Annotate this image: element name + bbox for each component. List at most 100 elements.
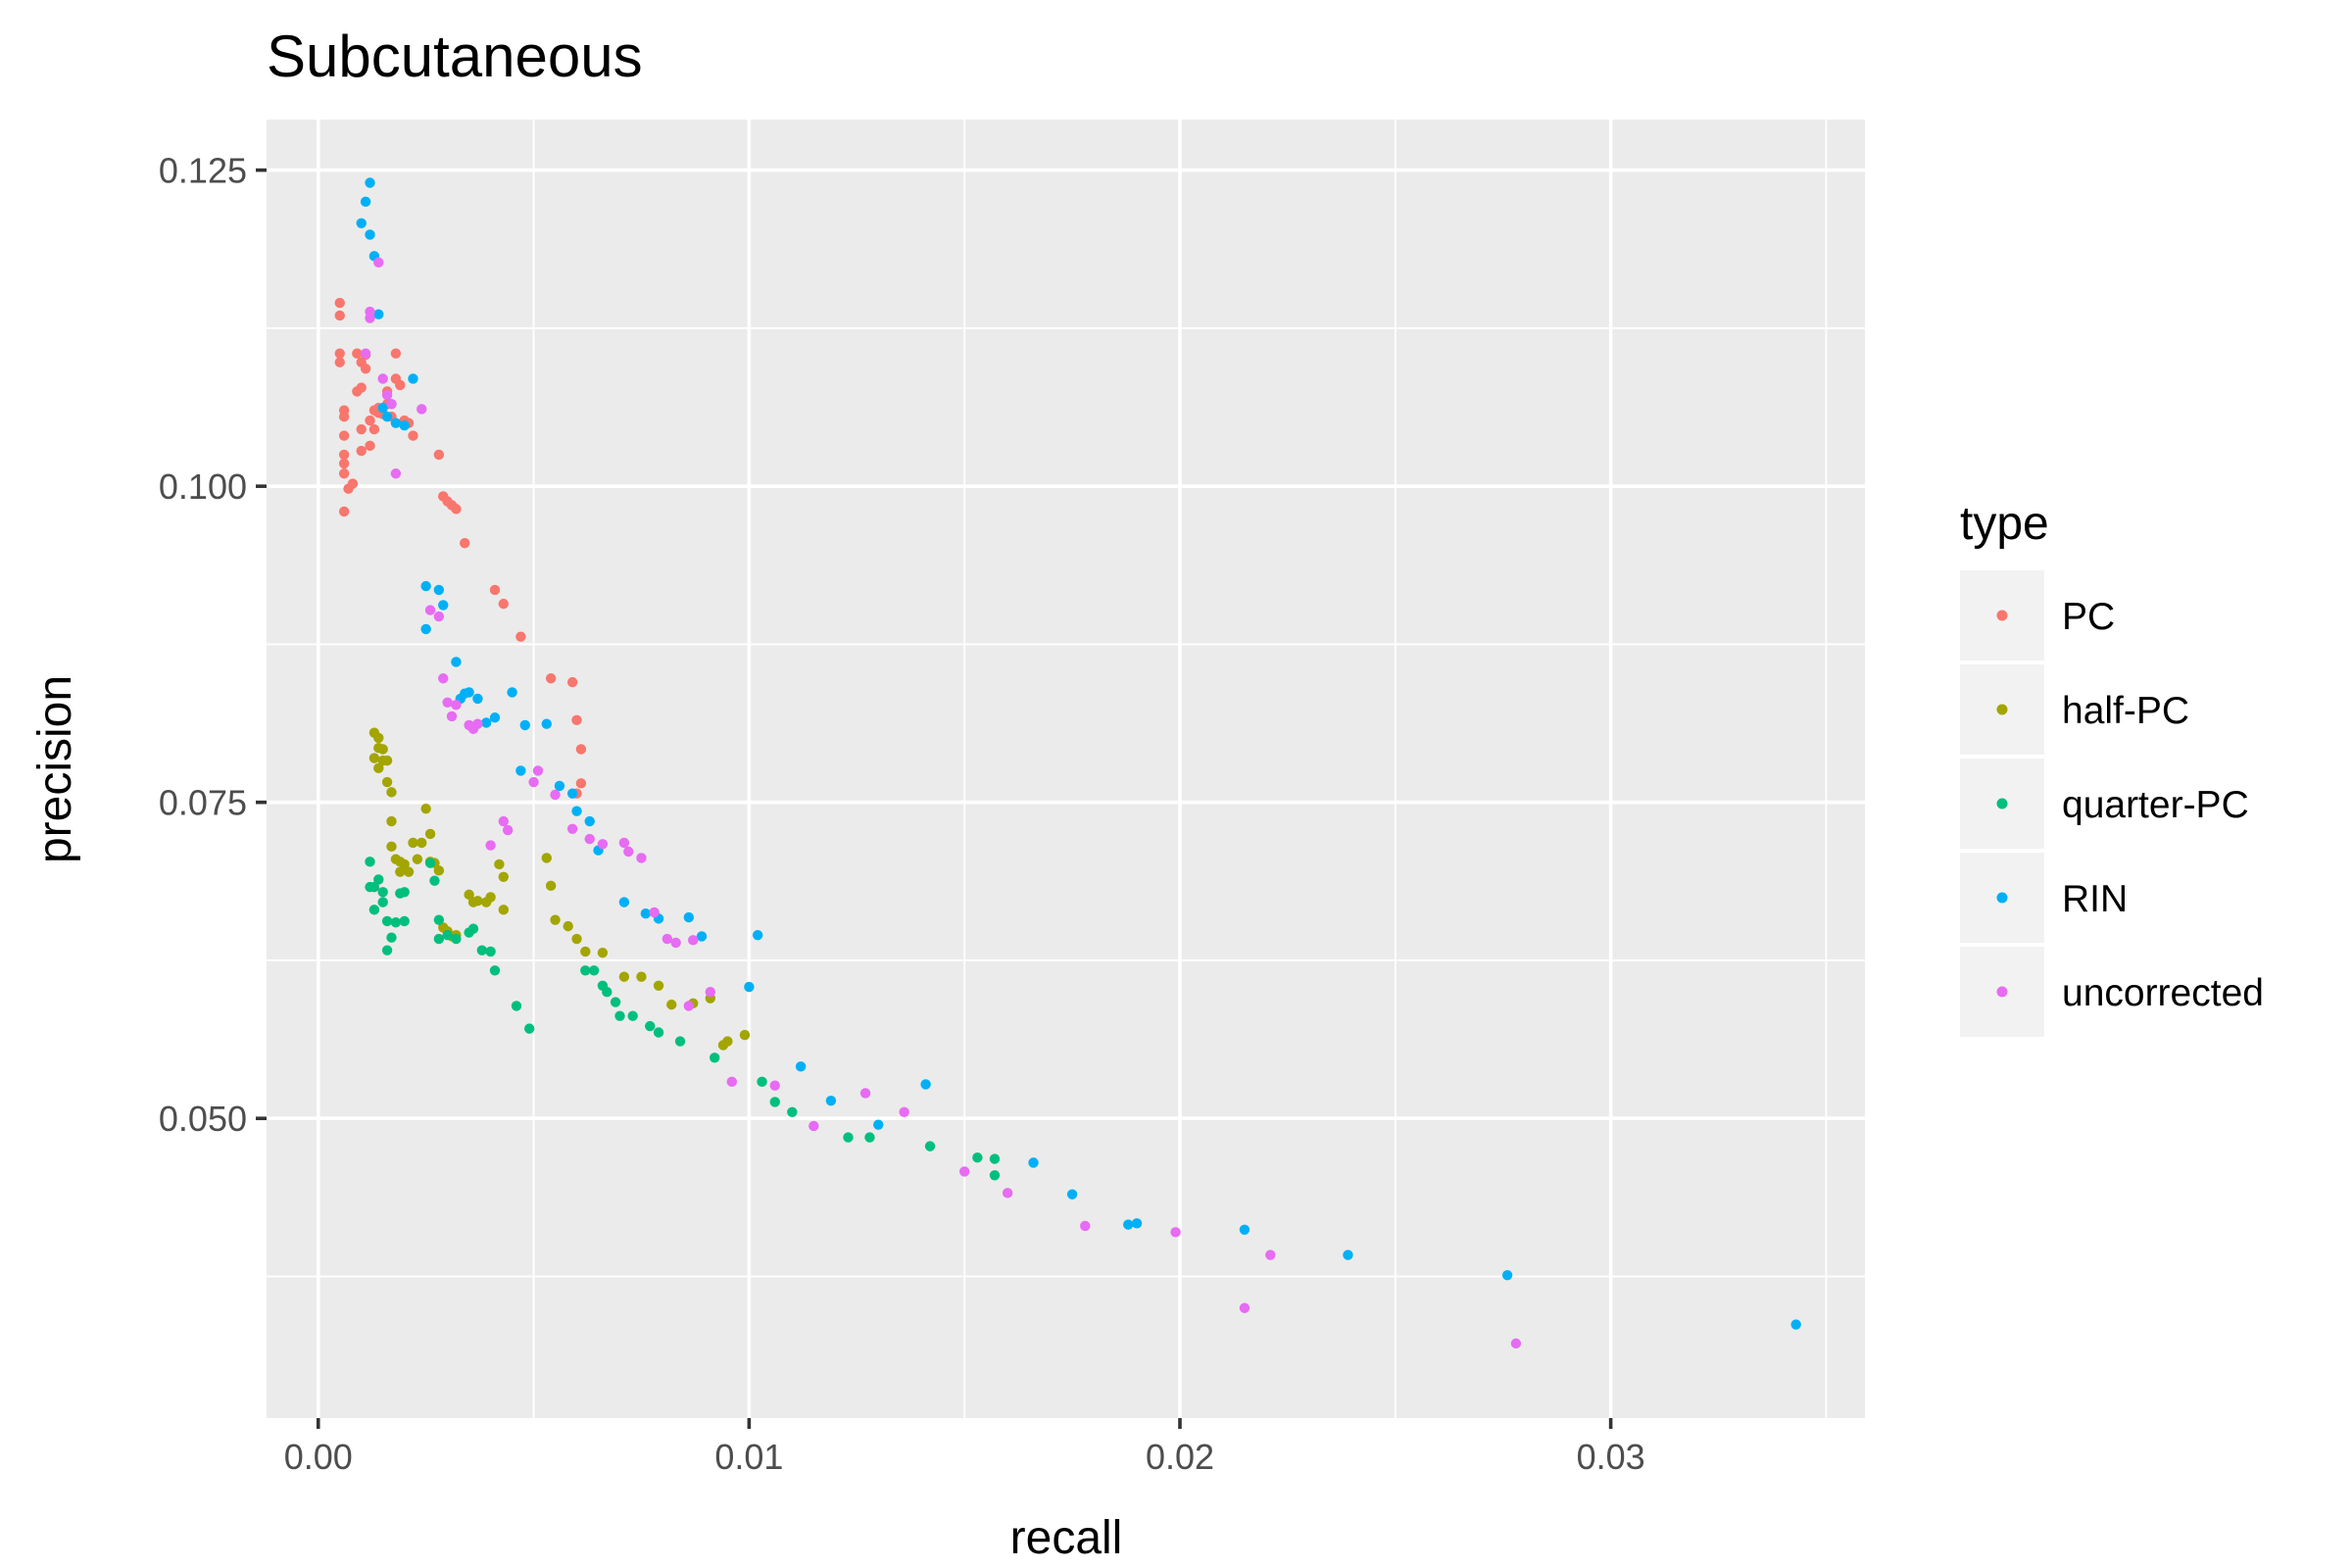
data-point — [356, 382, 367, 393]
data-point — [381, 411, 393, 422]
series-rin — [356, 177, 1801, 1330]
data-point — [472, 718, 483, 729]
data-point — [476, 945, 488, 956]
data-point — [670, 937, 681, 949]
data-point — [334, 357, 345, 368]
data-point — [623, 846, 634, 858]
legend-label: PC — [2062, 596, 2115, 638]
data-point — [550, 914, 561, 925]
data-point — [356, 445, 367, 457]
data-point — [498, 815, 509, 827]
data-point — [416, 404, 427, 415]
legend: type PC half-PC quarter-PC RIN uncorrected — [1960, 498, 2264, 1037]
data-point — [571, 933, 582, 945]
data-point — [356, 218, 367, 228]
data-point — [523, 1023, 535, 1034]
data-point — [710, 1053, 720, 1063]
major-gridlines — [267, 120, 1865, 1418]
data-point — [433, 865, 445, 876]
data-point — [541, 853, 552, 863]
data-point — [618, 837, 630, 849]
data-point — [494, 858, 505, 870]
data-point — [636, 971, 647, 982]
data-point — [566, 823, 578, 834]
data-point — [386, 787, 397, 798]
data-point — [381, 390, 393, 401]
data-point — [424, 828, 436, 840]
y-axis-title: precision — [29, 675, 81, 863]
legend-label: uncorrected — [2062, 972, 2264, 1014]
data-point — [545, 673, 557, 684]
data-point — [368, 423, 380, 435]
data-point — [1265, 1250, 1276, 1260]
data-point — [377, 402, 388, 414]
data-point — [464, 889, 474, 901]
data-point — [757, 1076, 767, 1088]
data-point — [575, 744, 587, 755]
y-tick-label: 0.075 — [159, 783, 247, 823]
data-point — [424, 605, 436, 615]
series-uncorrected — [360, 257, 1522, 1349]
data-point — [381, 776, 393, 788]
data-point — [472, 693, 483, 705]
legend-label: quarter-PC — [2062, 784, 2249, 826]
data-point — [1343, 1250, 1353, 1260]
data-point — [489, 584, 501, 596]
data-point — [645, 1020, 656, 1032]
data-point — [446, 710, 458, 722]
data-point — [649, 906, 660, 918]
data-point — [683, 911, 695, 923]
data-point — [429, 875, 440, 886]
data-point — [550, 789, 561, 801]
data-point — [666, 999, 677, 1010]
legend-marker — [1996, 892, 2008, 904]
legend-label: half-PC — [2062, 690, 2189, 732]
data-point — [338, 411, 350, 422]
data-point — [808, 1120, 819, 1132]
data-point — [399, 420, 410, 431]
data-point — [1123, 1219, 1134, 1230]
data-point — [472, 896, 483, 906]
data-point — [464, 687, 474, 698]
data-point — [368, 753, 380, 763]
y-tick-label: 0.125 — [159, 151, 247, 191]
data-point — [511, 1001, 522, 1011]
data-point — [399, 915, 410, 927]
data-point — [1510, 1338, 1522, 1349]
data-point — [365, 313, 375, 323]
y-axis-tick-labels: 0.050 0.075 0.100 0.125 — [159, 151, 247, 1140]
data-point — [338, 468, 350, 479]
data-point — [395, 866, 406, 877]
data-point — [566, 788, 578, 799]
data-point — [433, 914, 445, 925]
data-point — [433, 584, 445, 596]
data-point — [640, 908, 652, 919]
data-point — [395, 379, 406, 391]
data-point — [688, 935, 699, 946]
data-point — [334, 310, 345, 321]
data-point — [451, 504, 462, 514]
data-point — [365, 229, 375, 240]
data-point — [554, 780, 565, 792]
data-point — [481, 717, 492, 728]
data-point — [438, 600, 449, 611]
data-point — [498, 598, 509, 610]
legend-items: PC half-PC quarter-PC RIN uncorrected — [1960, 570, 2264, 1037]
data-point — [334, 348, 345, 359]
data-point — [825, 1095, 837, 1106]
data-point — [618, 971, 630, 982]
data-point — [744, 981, 755, 993]
data-point — [451, 700, 462, 710]
data-point — [408, 837, 418, 849]
data-point — [386, 399, 397, 410]
data-point — [502, 824, 514, 836]
data-point — [958, 1166, 970, 1177]
data-point — [408, 373, 418, 384]
legend-marker — [1996, 986, 2008, 998]
data-point — [683, 1001, 695, 1011]
data-point — [674, 1036, 686, 1047]
data-point — [420, 580, 431, 592]
data-point — [769, 1080, 780, 1091]
data-point — [519, 719, 530, 731]
data-point — [920, 1079, 931, 1090]
